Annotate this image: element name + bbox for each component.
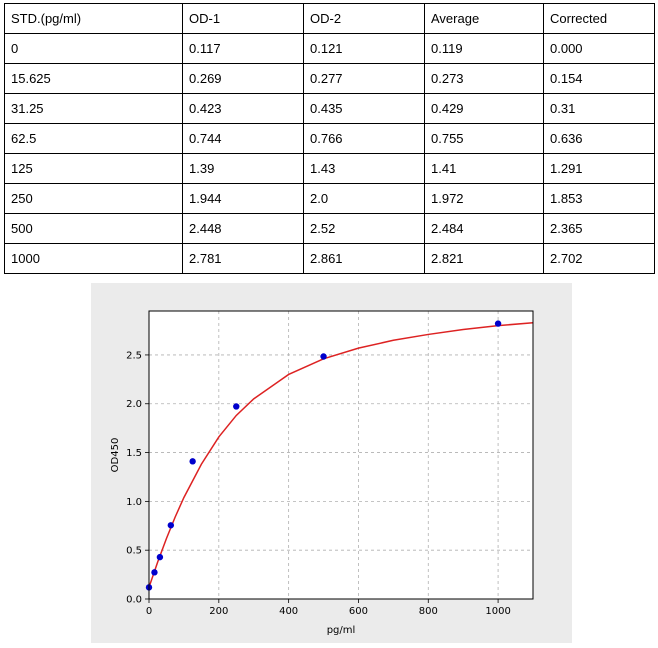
x-tick-label: 800	[419, 606, 438, 617]
table-cell: 0.154	[543, 63, 655, 94]
x-tick-label: 200	[209, 606, 228, 617]
table-cell: 500	[4, 213, 183, 244]
table-cell: 2.484	[424, 213, 544, 244]
table-header-cell: OD-2	[303, 3, 425, 34]
table-cell: 31.25	[4, 93, 183, 124]
y-tick-label: 0.0	[126, 595, 142, 606]
x-axis-ticks: 0 200 400 600 800 1000	[146, 599, 511, 617]
data-points	[145, 320, 502, 591]
table-row: 250 1.944 2.0 1.972 1.853	[4, 183, 655, 214]
data-point	[494, 320, 502, 327]
table-row: 0 0.117 0.121 0.119 0.000	[4, 33, 655, 64]
table-cell: 0.766	[303, 123, 425, 154]
y-tick-label: 2.0	[126, 399, 142, 410]
table-cell: 2.52	[303, 213, 425, 244]
x-axis-label: pg/ml	[327, 625, 356, 636]
table-cell: 0.117	[182, 33, 304, 64]
table-cell: 0.435	[303, 93, 425, 124]
table-cell: 1.944	[182, 183, 304, 214]
x-tick-label: 600	[349, 606, 368, 617]
data-point	[189, 458, 196, 465]
y-axis-label: OD450	[110, 438, 121, 473]
table-cell: 1000	[4, 243, 183, 274]
table-cell: 1.853	[543, 183, 655, 214]
table-row: 125 1.39 1.43 1.41 1.291	[4, 153, 655, 184]
y-tick-label: 0.5	[126, 546, 142, 557]
standard-table: STD.(pg/ml) OD-1 OD-2 Average Corrected 0 0.11…	[4, 3, 655, 274]
table-cell: 15.625	[4, 63, 183, 94]
table-cell: 0.755	[424, 123, 544, 154]
table-row: 62.5 0.744 0.766 0.755 0.636	[4, 123, 655, 154]
table-cell: 62.5	[4, 123, 183, 154]
table-cell: 0.277	[303, 63, 425, 94]
y-tick-label: 2.5	[126, 350, 142, 361]
table-cell: 2.702	[543, 243, 655, 274]
table-cell: 2.448	[182, 213, 304, 244]
standard-curve-panel: 0 200 400 600 800 1000 0.0 0.5 1.0 1.5 2.0 2.5 pg/…	[91, 283, 572, 643]
table-cell: 1.43	[303, 153, 425, 184]
table-cell: 2.861	[303, 243, 425, 274]
data-point	[167, 522, 175, 529]
table-cell: 1.972	[424, 183, 544, 214]
plot-area-frame	[148, 310, 534, 600]
table-row: 500 2.448 2.52 2.484 2.365	[4, 213, 655, 244]
data-point	[320, 353, 327, 360]
table-cell: 2.0	[303, 183, 425, 214]
table-cell: 0.429	[424, 93, 544, 124]
table-cell: 0.636	[543, 123, 655, 154]
table-cell: 2.821	[424, 243, 544, 274]
table-header-cell: Average	[424, 3, 544, 34]
table-header-row: STD.(pg/ml) OD-1 OD-2 Average Corrected	[4, 3, 655, 34]
table-header-cell: STD.(pg/ml)	[4, 3, 183, 34]
standard-curve-chart: 0 200 400 600 800 1000 0.0 0.5 1.0 1.5 2.0 2.5 pg/…	[110, 310, 534, 636]
table-cell: 125	[4, 153, 183, 184]
table-row: 31.25 0.423 0.435 0.429 0.31	[4, 93, 655, 124]
table-cell: 0.121	[303, 33, 425, 64]
table-cell: 0.000	[543, 33, 655, 64]
table-row: 1000 2.781 2.861 2.821 2.702	[4, 243, 655, 274]
table-cell: 0.31	[543, 93, 655, 124]
x-tick-label: 400	[279, 606, 298, 617]
table-cell: 2.781	[182, 243, 304, 274]
table-cell: 1.41	[424, 153, 544, 184]
table-row: 15.625 0.269 0.277 0.273 0.154	[4, 63, 655, 94]
table-cell: 0.269	[182, 63, 304, 94]
table-cell: 0	[4, 33, 183, 64]
standard-table-body: STD.(pg/ml) OD-1 OD-2 Average Corrected 0 0.11…	[4, 3, 655, 274]
table-cell: 0.273	[424, 63, 544, 94]
table-cell: 0.423	[182, 93, 304, 124]
table-cell: 0.119	[424, 33, 544, 64]
y-tick-label: 1.5	[126, 448, 142, 459]
data-point	[233, 403, 240, 410]
y-tick-label: 1.0	[126, 497, 142, 508]
data-point	[151, 569, 158, 576]
x-tick-label: 0	[146, 606, 152, 617]
table-cell: 0.744	[182, 123, 304, 154]
plot-area-background	[149, 311, 533, 599]
y-axis-ticks: 0.0 0.5 1.0 1.5 2.0 2.5	[126, 350, 149, 606]
data-point	[156, 553, 164, 561]
x-tick-label: 1000	[485, 606, 510, 617]
table-cell: 1.291	[543, 153, 655, 184]
table-cell: 2.365	[543, 213, 655, 244]
table-header-cell: OD-1	[182, 3, 304, 34]
table-header-cell: Corrected	[543, 3, 655, 34]
grid-lines	[148, 311, 533, 600]
table-cell: 1.39	[182, 153, 304, 184]
table-cell: 250	[4, 183, 183, 214]
